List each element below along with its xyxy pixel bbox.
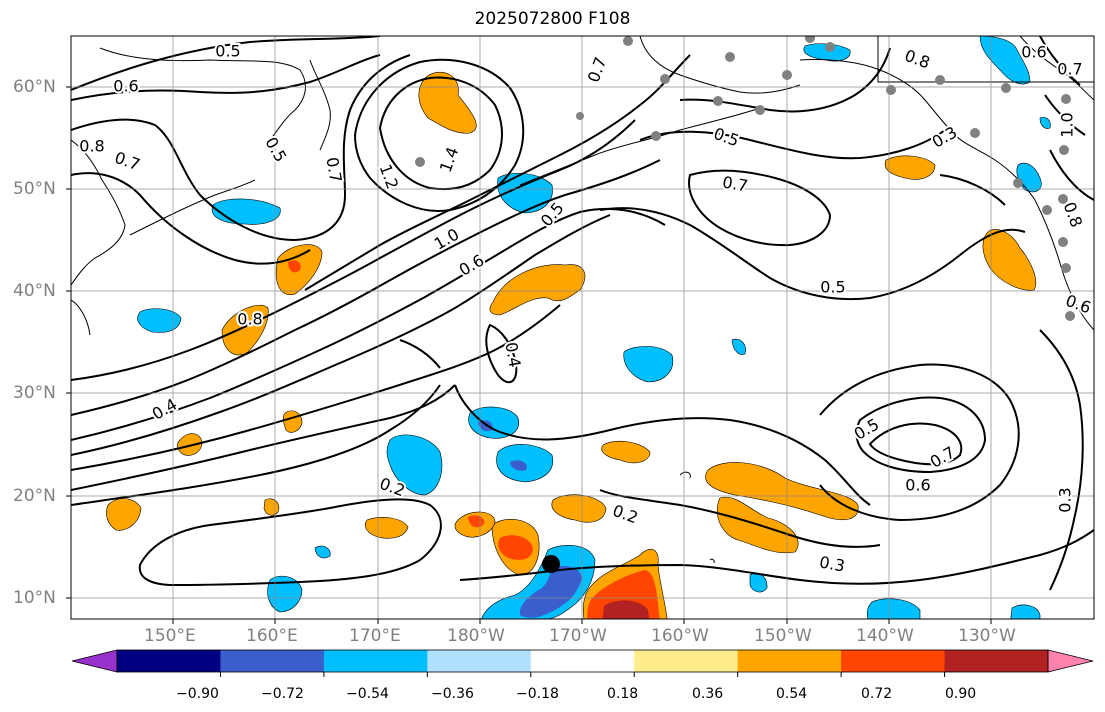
colorbar-segment xyxy=(427,650,532,672)
colorbar-segment xyxy=(737,650,842,672)
contour-label: 0.5 xyxy=(820,278,845,297)
colorbar-segment xyxy=(323,650,428,672)
colorbar-tick-label: 0.36 xyxy=(692,686,724,702)
storm-center-marker xyxy=(542,555,560,573)
contour-label: 0.6 xyxy=(1021,43,1046,62)
contour-label: 0.6 xyxy=(113,77,138,96)
contour-label: 0.7 xyxy=(721,172,749,195)
contour-label: 0.8 xyxy=(237,310,262,329)
colorbar-tick-label: −0.18 xyxy=(516,686,559,702)
colorbar-segment xyxy=(841,650,946,672)
lat-label-40n: 40°N xyxy=(13,281,56,301)
contour-lines xyxy=(71,36,1094,591)
contour-label: 0.3 xyxy=(1056,487,1075,512)
colorbar-segment xyxy=(220,650,325,672)
lon-label-160e: 160°E xyxy=(246,626,298,646)
colorbar-extension-low xyxy=(71,649,118,673)
colorbar-tick-label: −0.72 xyxy=(261,686,304,702)
axis-ticks xyxy=(66,86,992,624)
lon-label-150w: 150°W xyxy=(754,626,812,646)
colorbar-tick-label: 0.90 xyxy=(945,686,977,702)
colorbar-segment xyxy=(117,650,221,672)
colorbar-tick-label: −0.54 xyxy=(346,686,389,702)
colorbar-tick-label: −0.36 xyxy=(431,686,474,702)
colorbar-segment xyxy=(944,650,1049,672)
colorbar-tick-label: 0.54 xyxy=(776,686,808,702)
map-title: 2025072800 F108 xyxy=(474,9,631,29)
lat-label-50n: 50°N xyxy=(13,179,56,199)
lon-label-180w: 180°W xyxy=(447,626,505,646)
colorbar-extension-high xyxy=(1047,649,1094,673)
lat-label-30n: 30°N xyxy=(13,383,56,403)
contour-label: 0.5 xyxy=(215,42,240,61)
station-markers xyxy=(415,36,1075,321)
colorbar-tick-label: −0.90 xyxy=(176,686,219,702)
lat-label-10n: 10°N xyxy=(13,588,56,608)
lon-label-150e: 150°E xyxy=(144,626,196,646)
colorbar-segment xyxy=(530,650,635,672)
contour-label: 0.7 xyxy=(1057,60,1082,79)
lon-label-170w: 170°W xyxy=(549,626,607,646)
lat-label-60n: 60°N xyxy=(13,77,56,97)
lat-label-20n: 20°N xyxy=(13,486,56,506)
lon-label-140w: 140°W xyxy=(856,626,914,646)
gridlines xyxy=(71,36,1094,619)
lon-label-170e: 170°E xyxy=(349,626,401,646)
colorbar-tick-label: 0.72 xyxy=(861,686,893,702)
lon-label-130w: 130°W xyxy=(958,626,1016,646)
colorbar-segment xyxy=(634,650,739,672)
strong-negative-anomaly-areas xyxy=(478,420,582,618)
very-strong-positive-anomaly-areas xyxy=(602,600,650,619)
lon-label-160w: 160°W xyxy=(651,626,709,646)
colorbar-frame xyxy=(116,649,1049,673)
colorbar-tick-label: 0.18 xyxy=(607,686,639,702)
contour-label: 0.8 xyxy=(79,137,104,156)
contour-label: 1.0 xyxy=(1058,112,1077,137)
contour-label: 0.6 xyxy=(905,476,930,495)
colorbar xyxy=(71,649,1094,677)
